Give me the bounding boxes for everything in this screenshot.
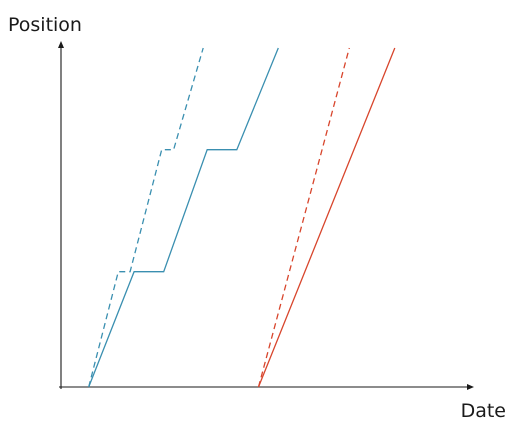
x-axis-label: Date xyxy=(460,400,506,422)
series-line-red-solid xyxy=(257,47,396,388)
series-layer xyxy=(88,47,396,388)
series-line-blue-dashed xyxy=(88,47,204,388)
series-line-red-dashed xyxy=(257,47,350,388)
y-axis-label: Position xyxy=(8,14,82,36)
series-line-blue-solid xyxy=(88,47,279,388)
